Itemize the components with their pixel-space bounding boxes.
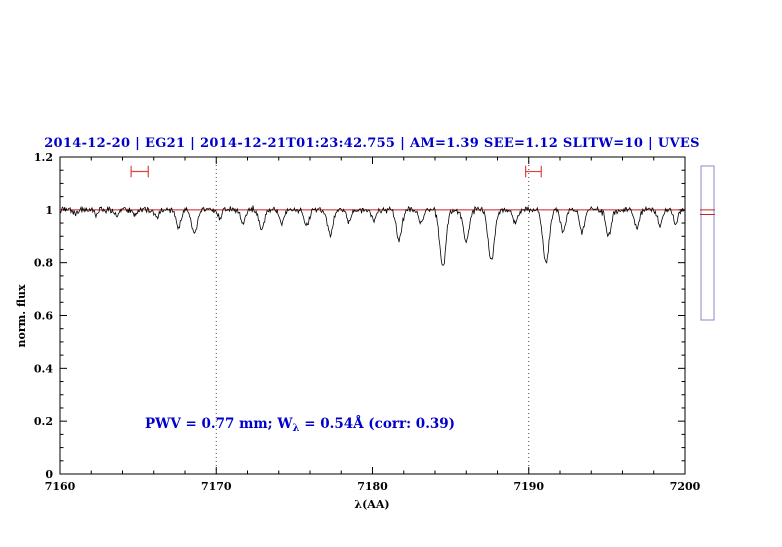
x-tick-label: 7180: [357, 480, 388, 493]
plot-title: 2014-12-20 | EG21 | 2014-12-21T01:23:42.…: [44, 136, 700, 151]
y-tick-label: 0.2: [34, 415, 53, 428]
y-tick-label: 1: [45, 204, 53, 217]
pwv-annotation: PWV = 0.77 mm; Wλ = 0.54Å (corr: 0.39): [145, 416, 455, 434]
x-tick-label: 7190: [513, 480, 544, 493]
x-tick-label: 7170: [201, 480, 232, 493]
annotation-sub: λ: [293, 423, 300, 434]
x-axis-label: λ(AA): [354, 498, 389, 511]
spectrum-line: [59, 205, 686, 266]
telluric-band-marker: [525, 165, 542, 178]
side-panel: [700, 165, 715, 321]
telluric-band-marker: [130, 165, 149, 178]
y-tick-label: 0: [45, 468, 53, 481]
x-tick-label: 7160: [45, 480, 76, 493]
annotation-post: = 0.54Å (corr: 0.39): [300, 416, 456, 432]
y-tick-label: 0.6: [34, 310, 53, 323]
y-axis-label: norm. flux: [15, 284, 28, 347]
y-tick-label: 0.4: [34, 362, 53, 375]
y-tick-label: 1.2: [34, 151, 53, 164]
x-tick-label: 7200: [670, 480, 701, 493]
spectrum-layer: [59, 165, 686, 266]
overview-strip: [700, 165, 715, 321]
y-tick-label: 0.8: [34, 257, 53, 270]
annotation-pre: PWV = 0.77 mm; W: [145, 416, 293, 432]
axes-layer: 7160 7170 7180 7190 7200 0 0.2 0.4 0.6 0.8 1 1.2: [34, 151, 701, 493]
